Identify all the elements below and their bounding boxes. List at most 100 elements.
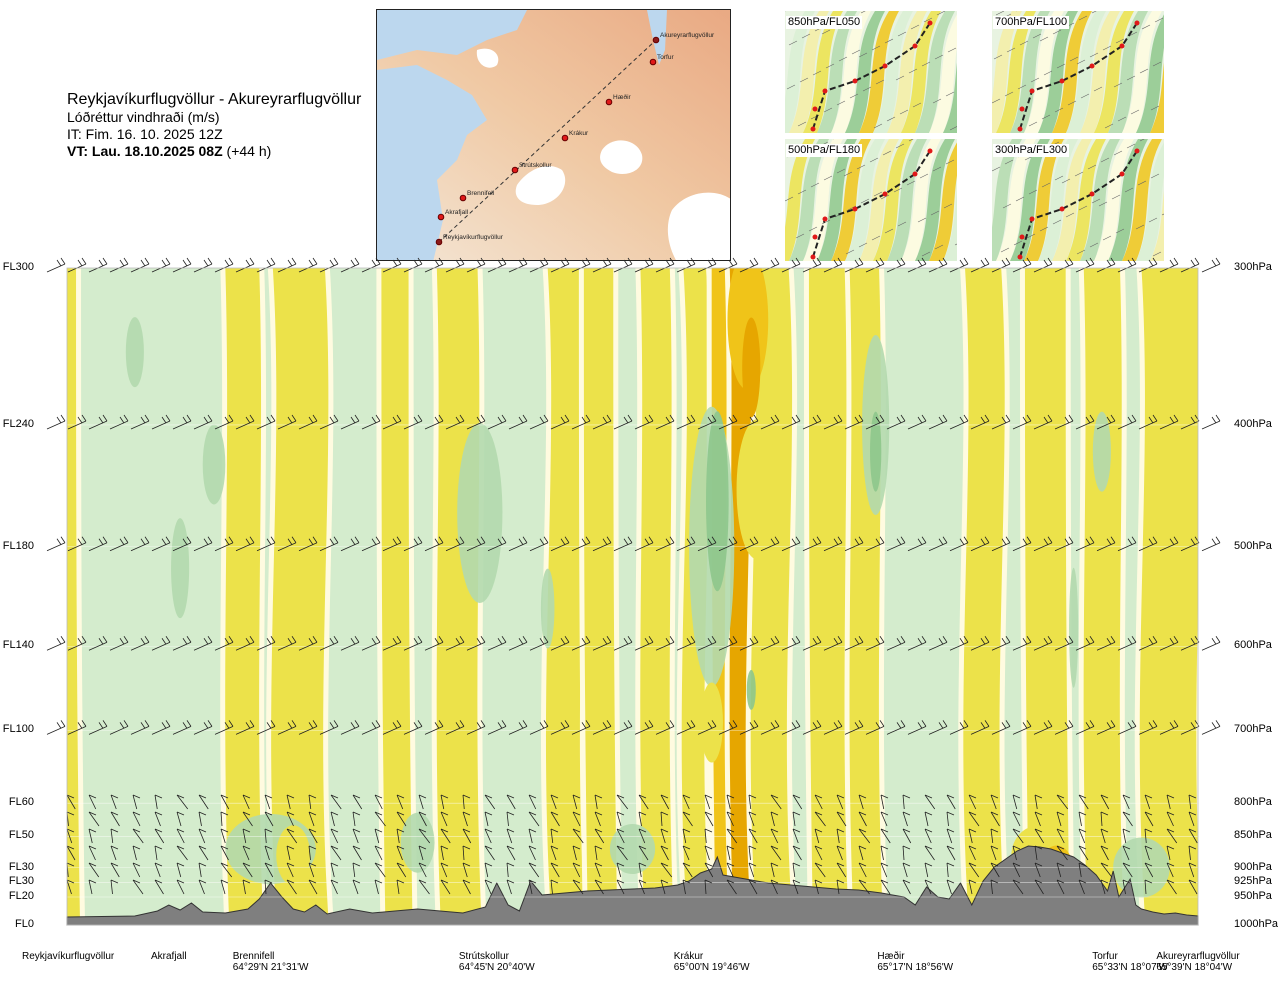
thumb-wind-barb	[886, 116, 896, 122]
thumb-wind-barb	[858, 242, 868, 248]
thumb-wind-barb	[1028, 189, 1038, 195]
thumb-route-point	[1119, 43, 1125, 49]
thumb-850[interactable]: 850hPa/FL050	[785, 11, 957, 133]
wind-barb	[484, 845, 495, 861]
wind-barb	[748, 811, 757, 827]
pressure-label: 850hPa	[1234, 829, 1272, 842]
wind-barb	[726, 811, 735, 827]
location-coord: 65°00'N 19°46'W	[673, 962, 750, 973]
wind-barb	[264, 794, 273, 810]
location-name: Krákur	[673, 951, 704, 962]
wind-barb	[172, 636, 192, 651]
wind-barb	[1188, 811, 1197, 827]
wind-barb	[613, 720, 633, 735]
thumb-route-point	[1119, 171, 1125, 177]
wind-barb	[340, 536, 360, 552]
thumb-300[interactable]: 300hPa/FL300	[992, 139, 1164, 261]
map-point-label: Strútskollur	[519, 162, 552, 169]
updraft-core	[706, 411, 729, 592]
thumb-wind-barb	[1115, 38, 1125, 44]
wind-barb	[1144, 845, 1153, 861]
flight-level-label: FL50	[8, 829, 34, 842]
wind-barb	[529, 536, 549, 552]
thumb-wind-barb	[1113, 82, 1123, 88]
wind-barb	[1034, 794, 1043, 810]
wind-barb	[198, 828, 207, 844]
thumb-route	[812, 150, 931, 258]
wind-barb	[176, 862, 185, 878]
wind-barb	[924, 794, 936, 810]
thumb-wind-barb	[843, 171, 853, 177]
wind-barb	[340, 414, 360, 430]
wind-barb	[151, 636, 171, 651]
wind-barb	[792, 845, 802, 861]
thumb-wind-barb	[838, 56, 848, 62]
wind-barb	[991, 720, 1011, 735]
wind-barb	[718, 720, 738, 735]
wind-barb	[88, 845, 97, 861]
vertical-velocity-field	[67, 268, 1198, 925]
thumb-field-band	[1010, 11, 1050, 133]
flight-level-label: FL60	[8, 796, 34, 809]
wind-barb	[1033, 536, 1053, 552]
wind-barb	[508, 636, 528, 651]
thumb-wind-barb	[821, 219, 831, 225]
wind-barb	[193, 536, 213, 552]
wind-barb	[880, 811, 889, 827]
thumb-300-map	[992, 139, 1164, 261]
thumb-route-point	[1029, 216, 1035, 222]
updraft-core	[202, 424, 226, 505]
thumb-wind-barb	[860, 198, 870, 204]
wind-barb	[361, 720, 381, 735]
wind-barb	[924, 811, 933, 827]
wind-barb	[886, 636, 906, 651]
pressure-label: 900hPa	[1234, 860, 1272, 873]
wind-barb	[220, 845, 229, 861]
wind-barb	[928, 414, 948, 430]
thumb-wind-barb	[836, 168, 846, 174]
wind-barb	[1138, 720, 1158, 735]
wind-barb	[67, 414, 87, 430]
wind-barb	[440, 794, 449, 810]
wind-barb	[130, 720, 150, 735]
wind-barb	[991, 536, 1011, 552]
thumb-wind-barb	[871, 45, 881, 51]
wind-barb	[802, 720, 822, 735]
thumb-700-label: 700hPa/FL100	[993, 16, 1070, 29]
wind-barb	[440, 811, 449, 827]
wind-barb	[638, 879, 647, 895]
thumb-field-band	[1136, 142, 1164, 261]
wind-barb	[802, 414, 822, 430]
thumb-field-band	[859, 11, 899, 133]
wind-barb	[361, 414, 381, 430]
flight-level-label: FL300	[2, 261, 34, 273]
wind-barb	[781, 636, 801, 651]
wind-barb	[726, 794, 735, 810]
wind-barb	[1034, 811, 1043, 827]
wind-barb	[592, 720, 612, 735]
thumb-wind-barb	[1093, 86, 1103, 92]
wind-barb	[550, 536, 570, 552]
wind-barb	[66, 794, 76, 810]
wind-barb	[1012, 636, 1032, 651]
thumb-wind-barb	[1091, 11, 1097, 14]
thumb-wind-barb	[1087, 164, 1097, 170]
thumb-500[interactable]: 500hPa/FL180	[785, 139, 957, 261]
thumb-field-band	[845, 139, 885, 261]
thumb-field-band	[789, 11, 829, 133]
wind-barb	[1096, 720, 1116, 735]
pressure-label: 400hPa	[1234, 417, 1272, 430]
thumb-wind-barb	[1102, 45, 1112, 51]
wind-barb	[1201, 720, 1221, 735]
thumb-wind-barb	[869, 157, 879, 163]
wind-barb	[572, 845, 581, 861]
thumb-700[interactable]: 700hPa/FL100	[992, 11, 1164, 133]
wind-barb	[1012, 862, 1021, 878]
thumb-route-point	[882, 191, 888, 197]
thumb-route-point	[852, 206, 858, 212]
wind-barb	[781, 536, 801, 552]
downdraft-core	[276, 825, 311, 886]
wind-barb	[770, 845, 782, 861]
wind-barb	[110, 879, 119, 895]
wind-barb	[1078, 845, 1089, 861]
